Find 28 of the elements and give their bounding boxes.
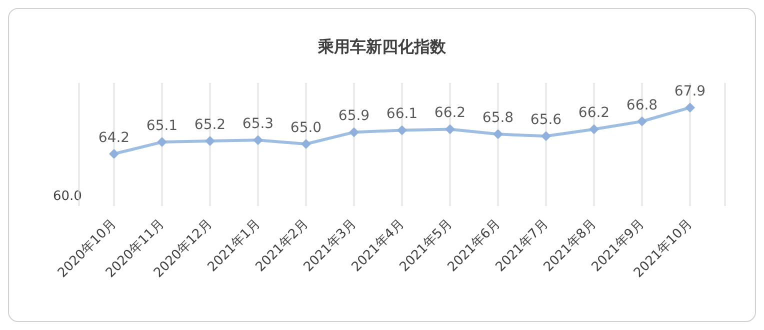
point	[301, 139, 311, 150]
point	[541, 131, 551, 142]
text: 64.2	[98, 130, 130, 146]
point	[205, 136, 215, 146]
point	[397, 125, 407, 136]
text: 66.2	[434, 105, 466, 122]
text: 66.1	[386, 106, 418, 122]
chart-title: 乘用车新四化指数	[316, 37, 447, 58]
point	[109, 148, 119, 159]
point	[445, 124, 455, 134]
point	[637, 116, 647, 126]
text: 65.8	[482, 110, 514, 126]
text: 65.6	[530, 112, 562, 128]
text: 67.9	[674, 84, 706, 100]
text: 65.1	[146, 118, 178, 134]
point	[685, 102, 695, 113]
text: 65.0	[290, 120, 322, 136]
text: 65.2	[194, 117, 226, 134]
point	[589, 124, 599, 134]
point	[253, 135, 263, 146]
point	[157, 137, 167, 148]
text: 60.0	[53, 189, 82, 204]
text: 66.2	[578, 105, 610, 122]
text: 65.9	[338, 108, 370, 124]
text: 66.8	[626, 97, 658, 114]
point	[349, 127, 359, 138]
point	[493, 129, 503, 140]
text: 65.3	[242, 116, 274, 132]
